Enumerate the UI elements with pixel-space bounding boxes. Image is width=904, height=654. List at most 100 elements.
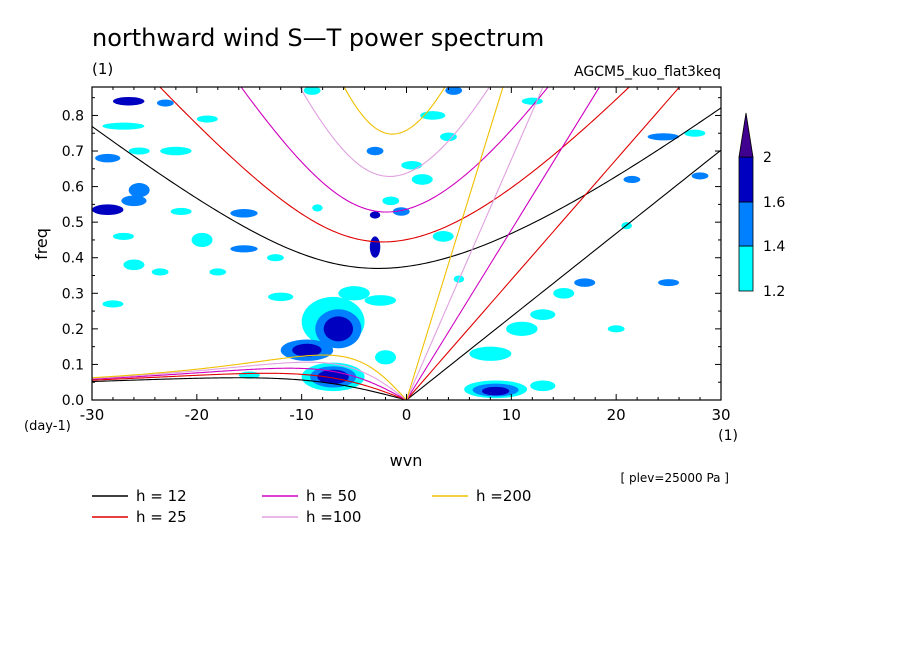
power-blob-11 [230, 208, 258, 218]
colorbar-extend-triangle [738, 112, 754, 158]
power-blob-28 [445, 87, 463, 95]
kelvin-curve-h25 [406, 87, 681, 400]
x-tick-label: 10 [502, 406, 521, 424]
y-tick-label: 0.5 [62, 215, 84, 231]
power-blob-60 [691, 172, 709, 180]
power-blob-29 [521, 97, 543, 105]
power-blob-8 [121, 195, 147, 207]
power-blob-20 [369, 211, 381, 219]
y-tick-label: 0.7 [62, 144, 84, 160]
y-axis: 0.0 0.1 0.2 0.3 0.4 0.5 0.6 0.7 0.8 [62, 97, 721, 409]
x-axis: -30 -20 -10 0 10 20 30 [80, 87, 731, 424]
power-blob-43 [364, 295, 397, 306]
colorbar-segment [738, 156, 754, 203]
power-blob-63 [401, 160, 423, 170]
power-blob-31 [268, 292, 294, 302]
power-blob-12 [112, 232, 134, 240]
ig-curve-h200 [343, 87, 446, 135]
power-blob-17 [151, 268, 169, 276]
y-tick-label: 0.4 [62, 251, 84, 267]
legend-label-h200: h =200 [476, 487, 531, 505]
colorbar-segment [738, 245, 754, 292]
y-tick-label: 0.3 [62, 286, 84, 302]
legend-label-h12: h = 12 [136, 487, 187, 505]
y-tick-label: 0.2 [62, 322, 84, 338]
chart-title: northward wind S—T power spectrum [92, 24, 544, 52]
power-blob-45 [375, 350, 397, 365]
power-blob-5 [128, 147, 150, 155]
power-blob-32 [209, 268, 227, 276]
x-tick-label: 20 [607, 406, 626, 424]
x-tick-label: -30 [80, 406, 105, 424]
power-blob-42 [338, 286, 370, 301]
power-blob-38 [292, 343, 322, 357]
power-blob-13 [191, 232, 213, 248]
ig-curve-h100 [299, 87, 491, 177]
legend-label-h100: h =100 [306, 508, 361, 526]
power-blob-50 [469, 346, 512, 361]
level-note: [ plev=25000 Pa ] [620, 471, 729, 485]
y-tick-label: 0.1 [62, 357, 84, 373]
power-blob-30 [303, 87, 321, 95]
power-blob-24 [411, 174, 433, 185]
power-blob-53 [553, 287, 575, 299]
rossby-curve-h100 [92, 361, 407, 400]
legend-label-h50: h = 50 [306, 487, 357, 505]
colorbar-label: 2 [763, 150, 772, 166]
rossby-curve-h12 [92, 377, 407, 400]
power-blob-0 [112, 96, 145, 106]
x-tick-label: -10 [289, 406, 314, 424]
y-tick-label: 0.8 [62, 108, 84, 124]
y-axis-unit: (day-1) [24, 419, 71, 434]
power-blob-52 [530, 309, 556, 320]
power-blob-56 [607, 325, 625, 333]
power-blob-3 [196, 115, 218, 123]
ig-curve-h25 [159, 87, 631, 243]
power-blob-16 [123, 259, 145, 271]
kelvin-curve-h12 [406, 149, 721, 400]
power-blob-33 [102, 300, 124, 308]
y-tick-label: 0.0 [62, 393, 84, 409]
rossby-curve-h50 [92, 367, 407, 400]
kelvin-curve-h200 [405, 87, 504, 400]
power-blob-6 [160, 146, 192, 156]
power-blob-10 [170, 207, 192, 216]
power-blob-51 [506, 321, 538, 336]
power-blob-14 [230, 245, 258, 253]
power-blob-26 [432, 231, 454, 242]
dispersion-curves [92, 87, 721, 400]
rossby-curve-h200 [92, 354, 407, 400]
rossby-curve-h25 [92, 372, 407, 400]
ig-curve-h50 [240, 87, 549, 213]
colorbar-segment [738, 201, 754, 247]
power-blob-54 [574, 278, 596, 287]
y-tick-label: 0.6 [62, 180, 84, 196]
kelvin-curve-h50 [406, 87, 601, 400]
chart-subtitle-left: (1) [92, 60, 113, 78]
power-blob-57 [647, 133, 680, 141]
power-blob-18 [267, 254, 284, 262]
power-blob-58 [684, 129, 706, 137]
power-blob-59 [623, 175, 641, 184]
colorbar-label: 1.2 [763, 284, 785, 300]
power-blob-2 [102, 122, 145, 130]
legend: h = 12 h = 25 h = 50 h =100 h =200 [92, 487, 531, 526]
power-blob-1 [156, 99, 174, 107]
ig-curve-h12 [92, 107, 721, 269]
x-tick-label: 30 [711, 406, 730, 424]
x-tick-label: -20 [185, 406, 210, 424]
power-blob-21 [382, 196, 400, 206]
colorbar: 1.2 1.4 1.6 2 [738, 112, 785, 300]
legend-label-h25: h = 25 [136, 508, 187, 526]
power-blob-19 [369, 236, 381, 258]
x-axis-unit: (1) [718, 428, 738, 444]
power-blob-36 [323, 316, 354, 342]
x-tick-label: 0 [402, 406, 412, 424]
power-blob-4 [95, 153, 121, 163]
colorbar-label: 1.4 [763, 239, 785, 255]
power-blob-55 [658, 279, 680, 287]
power-blob-49 [530, 380, 556, 392]
power-blob-7 [92, 204, 124, 216]
power-blob-15 [312, 204, 323, 212]
